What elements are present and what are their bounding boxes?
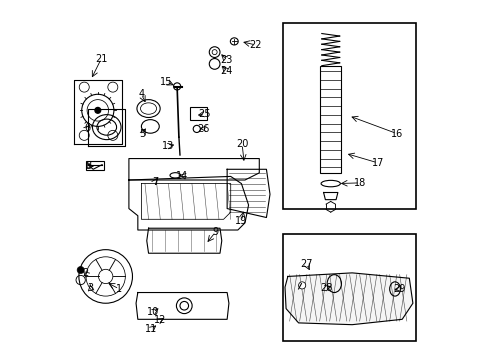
Text: 16: 16 (391, 129, 403, 139)
Bar (320, 66, 342, 173)
Text: 21: 21 (95, 54, 108, 64)
Bar (283, 23, 416, 208)
Text: 26: 26 (198, 123, 210, 134)
Text: 2: 2 (82, 268, 88, 278)
Polygon shape (285, 273, 413, 325)
Text: 5: 5 (139, 129, 146, 139)
Text: 15: 15 (160, 77, 172, 87)
Circle shape (298, 282, 306, 289)
Text: 19: 19 (235, 216, 247, 226)
Text: 23: 23 (220, 55, 233, 64)
Bar (190, 108, 207, 120)
Text: 9: 9 (213, 227, 219, 237)
Bar (283, 234, 416, 341)
Text: 29: 29 (393, 284, 406, 294)
Text: 27: 27 (300, 259, 313, 269)
Text: 14: 14 (176, 171, 189, 181)
Text: 8: 8 (85, 161, 92, 171)
Text: 7: 7 (152, 177, 158, 187)
Text: 18: 18 (354, 178, 366, 188)
Text: 25: 25 (199, 109, 211, 119)
Text: 4: 4 (138, 89, 145, 99)
Text: 24: 24 (220, 66, 233, 76)
Text: 3: 3 (88, 283, 94, 293)
Text: 13: 13 (162, 141, 174, 151)
Circle shape (95, 108, 100, 113)
Text: 10: 10 (147, 307, 159, 317)
Text: 12: 12 (154, 315, 166, 325)
Text: 28: 28 (320, 283, 333, 293)
Bar (86, 161, 104, 170)
Text: 22: 22 (249, 40, 262, 50)
Text: 6: 6 (84, 123, 90, 133)
Text: 1: 1 (116, 284, 122, 294)
Text: 17: 17 (372, 158, 384, 168)
Text: 20: 20 (236, 139, 248, 149)
Circle shape (77, 266, 84, 274)
Text: 11: 11 (145, 324, 157, 334)
